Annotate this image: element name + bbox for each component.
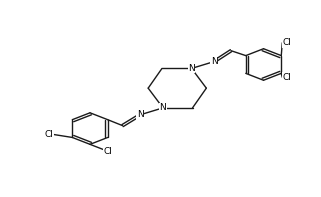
Text: N: N [160, 103, 166, 112]
Text: N: N [211, 57, 218, 66]
Text: Cl: Cl [45, 130, 54, 139]
Text: N: N [137, 110, 144, 119]
Text: Cl: Cl [282, 38, 291, 47]
Text: N: N [188, 64, 195, 73]
Text: Cl: Cl [103, 147, 112, 156]
Text: Cl: Cl [282, 73, 291, 82]
